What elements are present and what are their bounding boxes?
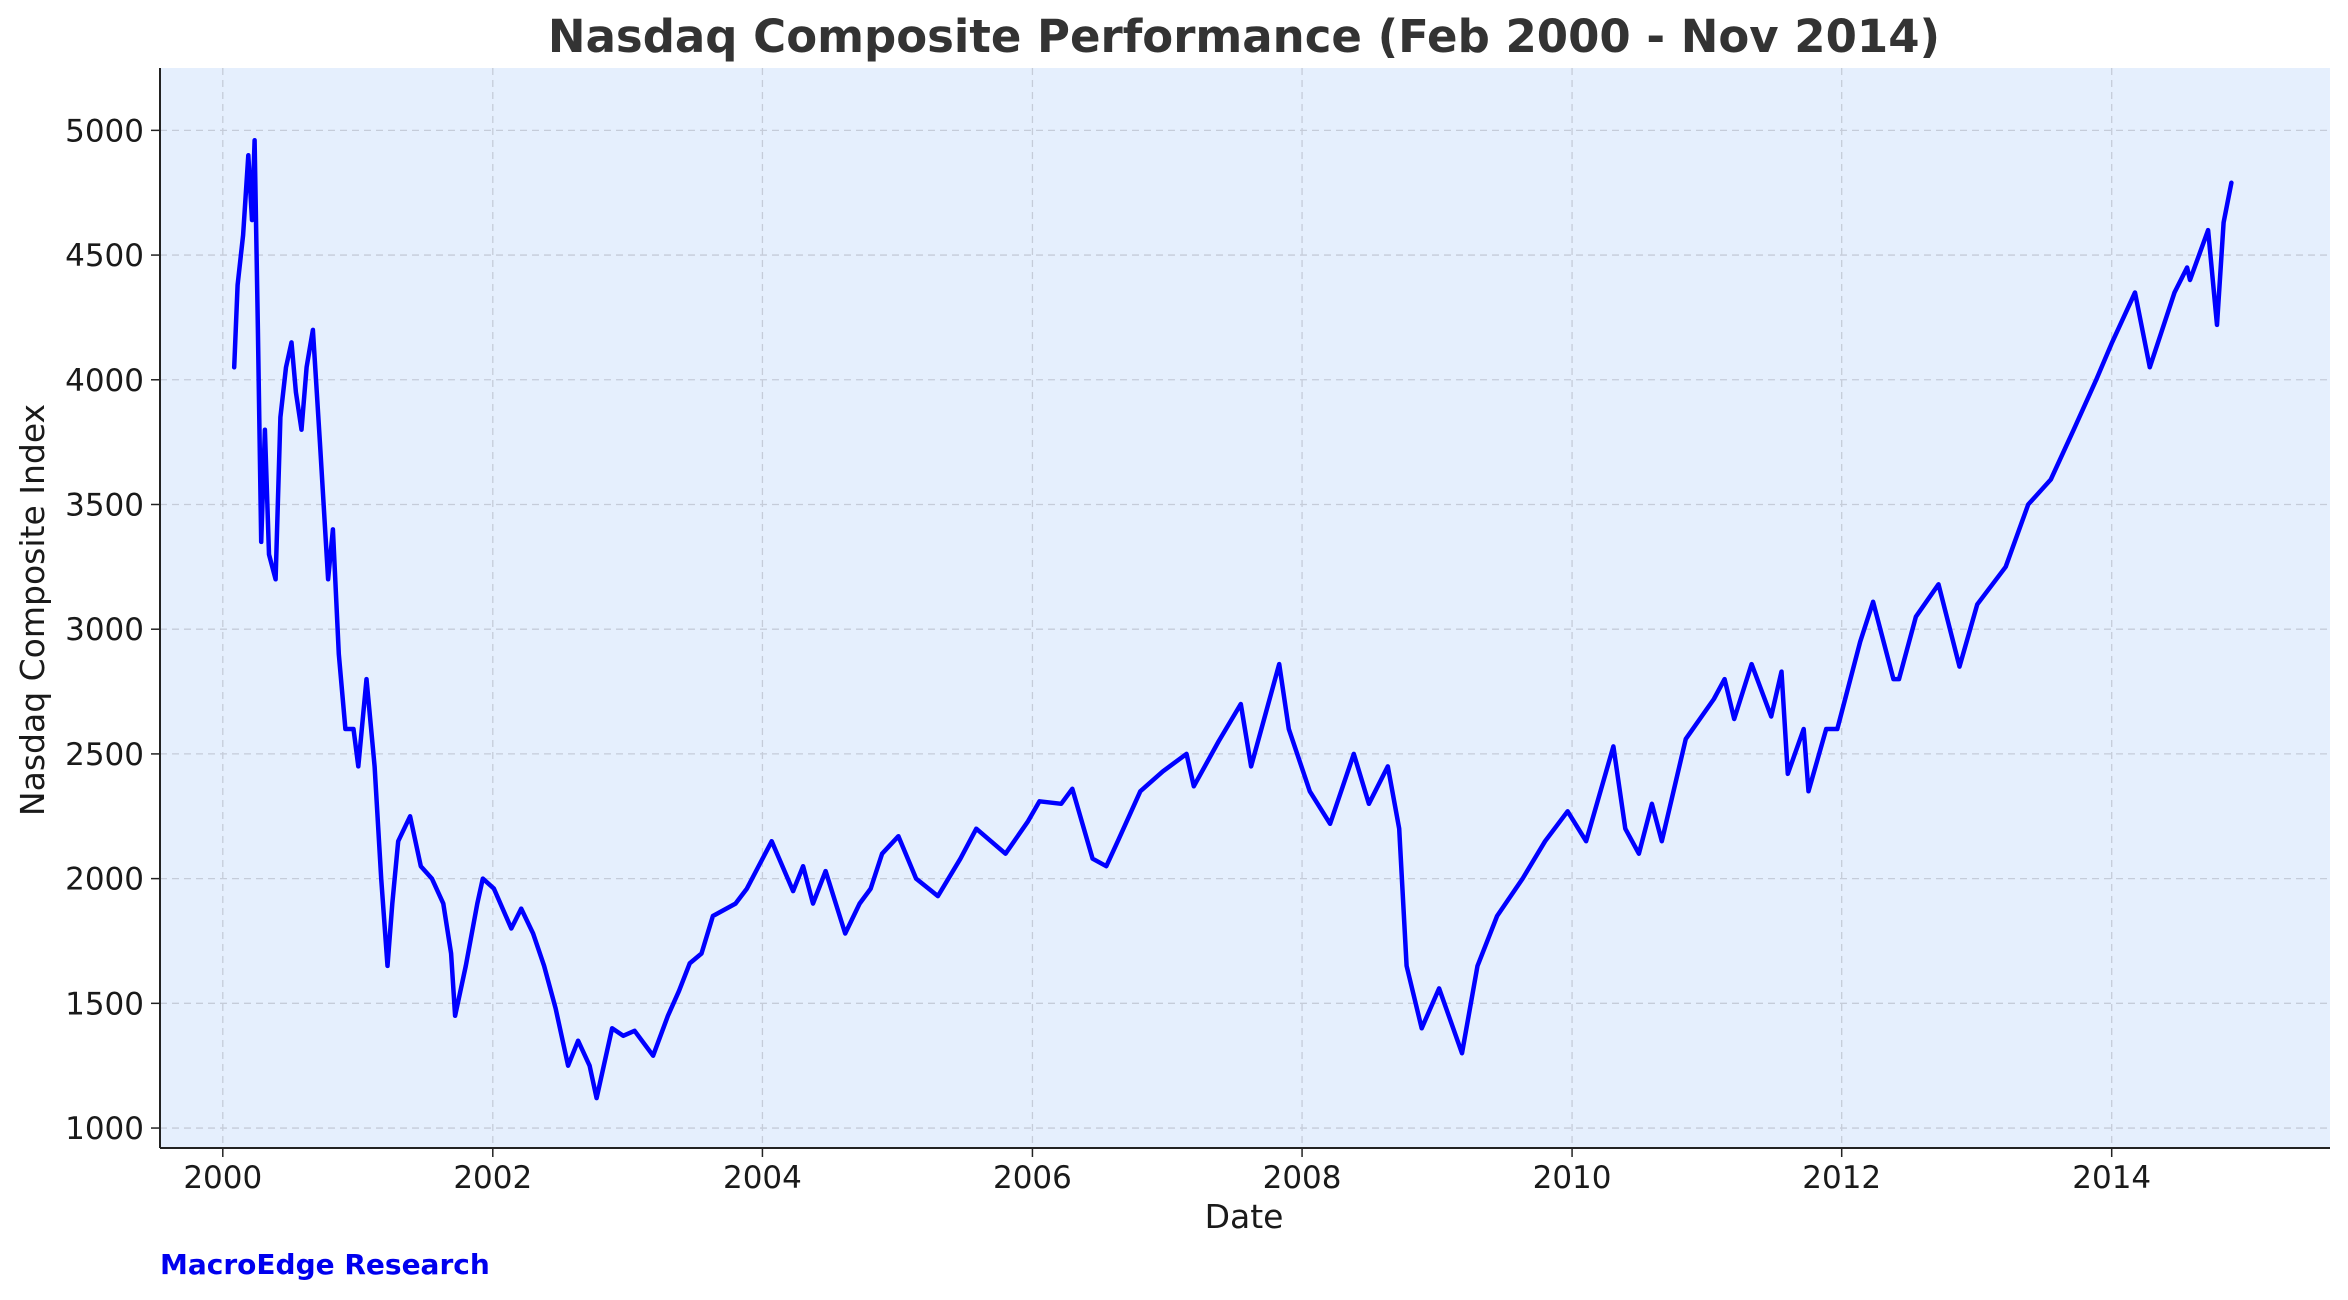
grid-lines [160,68,2330,1148]
y-tick-label: 2500 [65,737,144,773]
y-tick-label: 1000 [65,1111,144,1147]
y-tick-label: 3500 [65,487,144,523]
x-tick-label: 2006 [993,1160,1072,1196]
x-axis-ticks: 2000 2002 2004 2006 2008 2010 2012 2014 [183,1148,2151,1196]
chart-title: Nasdaq Composite Performance (Feb 2000 -… [548,10,1940,63]
x-tick-label: 2010 [1533,1160,1612,1196]
x-tick-label: 2014 [2072,1160,2151,1196]
nasdaq-composite-line [231,138,2234,1101]
source-credit: MacroEdge Research [160,1248,490,1281]
x-axis-label: Date [1205,1197,1284,1236]
x-tick-label: 2008 [1263,1160,1342,1196]
y-tick-label: 4000 [65,363,144,399]
x-tick-label: 2002 [453,1160,532,1196]
x-tick-label: 2000 [183,1160,262,1196]
y-tick-label: 2000 [65,862,144,898]
y-tick-label: 4500 [65,238,144,274]
x-tick-label: 2004 [723,1160,802,1196]
x-tick-label: 2012 [1802,1160,1881,1196]
y-tick-label: 5000 [65,113,144,149]
axes [159,68,2330,1149]
y-tick-label: 1500 [65,986,144,1022]
y-axis-ticks: 1000 1500 2000 2500 3000 3500 4000 4500 5000 [65,113,160,1147]
plot-area [160,68,2330,1148]
y-axis-label: Nasdaq Composite Index [13,404,52,816]
y-tick-label: 3000 [65,612,144,648]
